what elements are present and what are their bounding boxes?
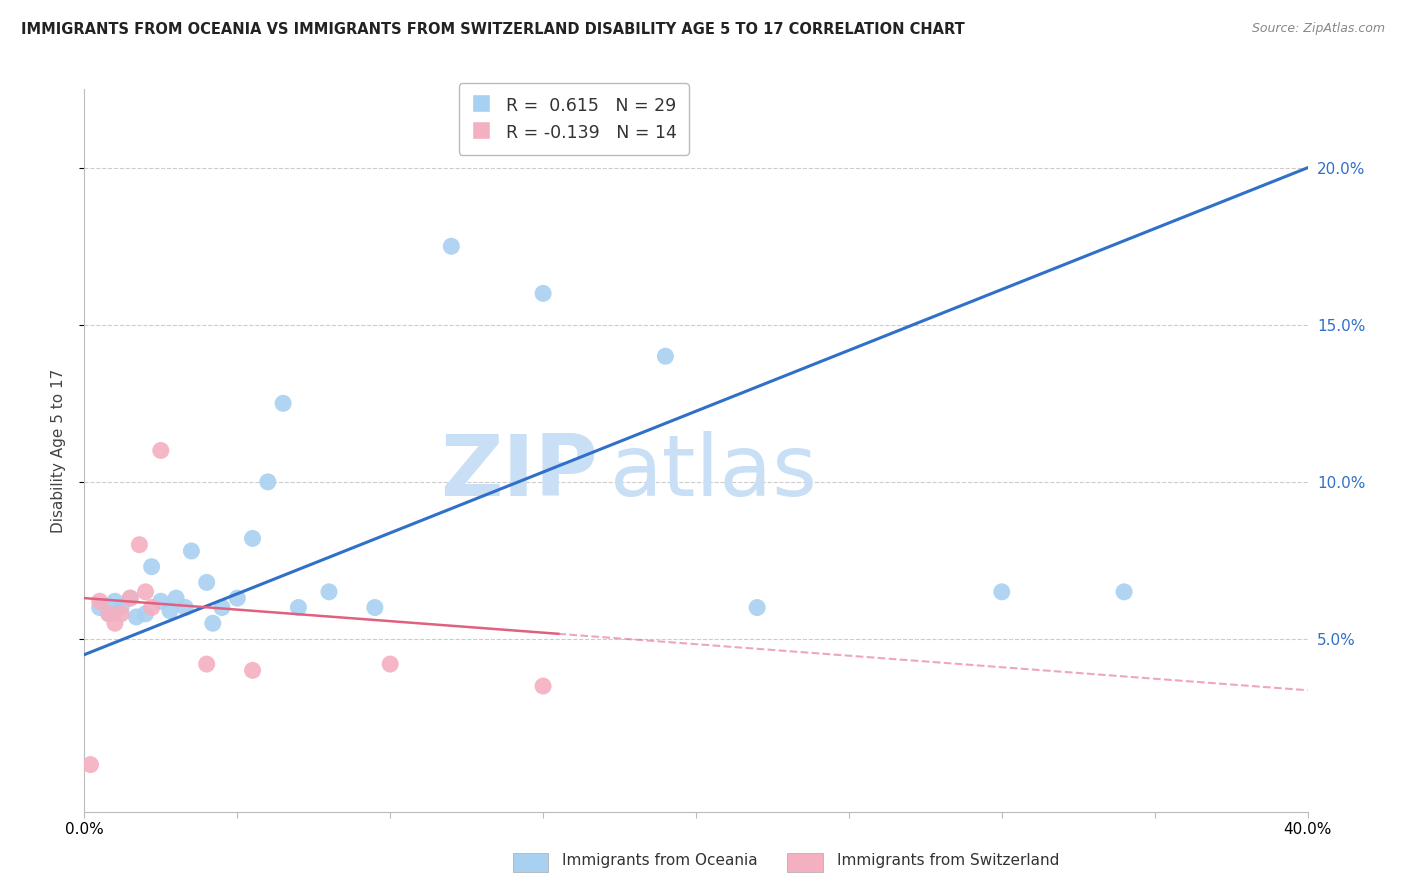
Point (104, 594, 127, 608)
Point (135, 607, 157, 621)
Point (1114, 584, 1136, 599)
Text: Source: ZipAtlas.com: Source: ZipAtlas.com (1251, 22, 1385, 36)
Legend: R =  0.615   N = 29, R = -0.139   N = 14: R = 0.615 N = 29, R = -0.139 N = 14 (458, 84, 689, 155)
Point (141, 600, 163, 615)
Point (89, 594, 111, 608)
Point (149, 594, 172, 608)
Text: Immigrants from Oceania: Immigrants from Oceania (562, 854, 758, 868)
Point (271, 396, 294, 410)
Point (226, 591, 249, 606)
Point (991, 584, 1014, 599)
Point (97, 607, 120, 621)
Point (201, 616, 224, 631)
Point (79, 757, 101, 772)
Point (120, 591, 142, 606)
Point (89, 600, 111, 615)
Point (242, 664, 264, 678)
Point (440, 239, 463, 253)
Point (110, 600, 132, 615)
Text: Immigrants from Switzerland: Immigrants from Switzerland (837, 854, 1059, 868)
Point (180, 544, 202, 558)
Point (120, 591, 142, 606)
Point (195, 657, 218, 671)
Point (159, 604, 181, 618)
Point (364, 600, 387, 615)
Point (531, 679, 554, 693)
Point (195, 575, 218, 590)
Point (174, 600, 197, 615)
Point (257, 475, 280, 489)
Point (380, 657, 402, 671)
Point (149, 443, 172, 458)
Y-axis label: Disability Age 5 to 17: Disability Age 5 to 17 (51, 368, 66, 533)
Point (104, 616, 127, 631)
Point (318, 584, 340, 599)
Point (125, 610, 148, 624)
Point (97, 607, 120, 621)
Point (654, 349, 676, 363)
Point (211, 600, 233, 615)
Point (135, 584, 157, 599)
Point (128, 538, 150, 552)
Point (165, 591, 187, 606)
Text: atlas: atlas (610, 431, 818, 514)
Point (141, 559, 163, 574)
Point (287, 600, 309, 615)
Point (747, 600, 769, 615)
Point (242, 532, 264, 546)
Text: ZIP: ZIP (440, 431, 598, 514)
Text: IMMIGRANTS FROM OCEANIA VS IMMIGRANTS FROM SWITZERLAND DISABILITY AGE 5 TO 17 CO: IMMIGRANTS FROM OCEANIA VS IMMIGRANTS FR… (21, 22, 965, 37)
Point (531, 286, 554, 301)
Point (110, 607, 132, 621)
